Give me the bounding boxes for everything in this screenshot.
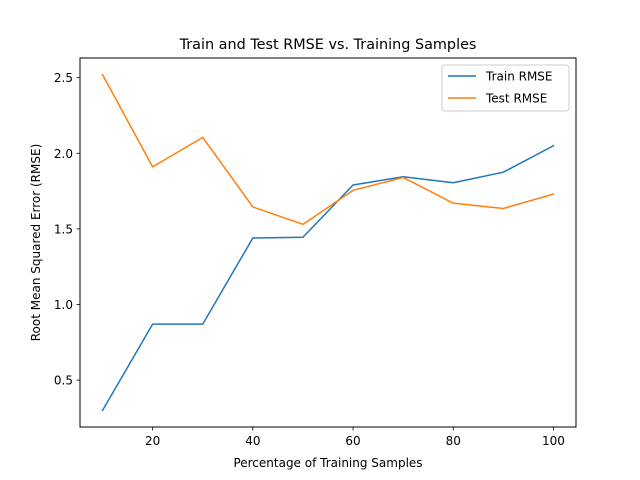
x-axis: 20 40 60 80 100 [145, 427, 565, 448]
series-line-train-rmse [101, 144, 555, 412]
x-tick-label: 20 [145, 434, 160, 448]
y-axis: 0.5 1.0 1.5 2.0 2.5 [54, 71, 80, 388]
y-tick-label: 1.5 [54, 222, 73, 236]
x-tick-label: 60 [345, 434, 360, 448]
series-line-test-rmse [101, 73, 555, 226]
chart-title: Train and Test RMSE vs. Training Samples [179, 37, 477, 53]
plot-frame [79, 57, 577, 428]
legend: Train RMSE Test RMSE [441, 64, 570, 112]
plot-lines [101, 73, 555, 412]
y-axis-title: Root Mean Squared Error (RMSE) [29, 144, 43, 342]
y-tick-label: 2.5 [54, 71, 73, 85]
y-tick-label: 2.0 [54, 147, 73, 161]
y-tick-label: 0.5 [54, 374, 73, 388]
x-tick-label: 80 [446, 434, 461, 448]
x-tick-label: 40 [245, 434, 260, 448]
x-tick-label: 100 [542, 434, 565, 448]
x-axis-title: Percentage of Training Samples [233, 456, 422, 470]
y-tick-label: 1.0 [54, 298, 73, 312]
legend-label: Train RMSE [485, 70, 553, 84]
legend-label: Test RMSE [485, 92, 547, 106]
